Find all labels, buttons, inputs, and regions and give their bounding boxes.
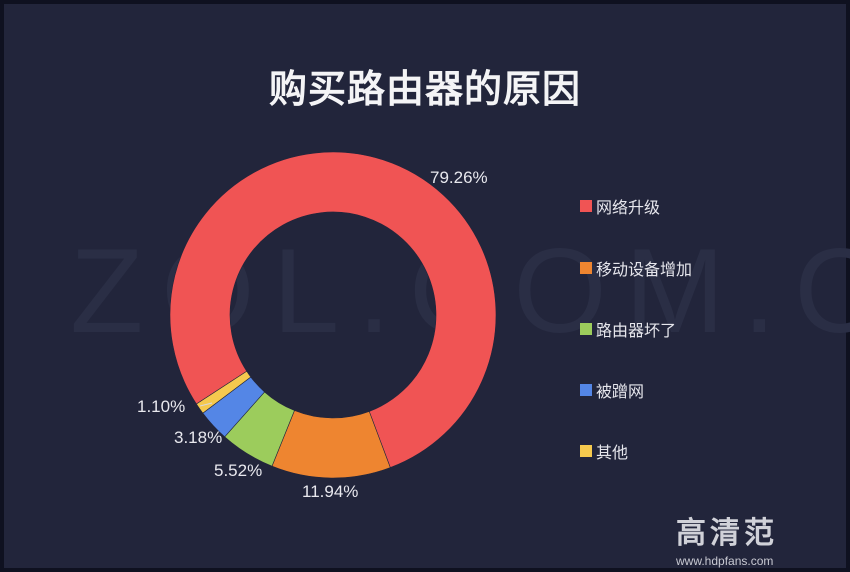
chart-frame [4,4,846,568]
legend-label: 路由器坏了 [596,321,677,340]
logo-url: www.hdpfans.com [676,554,774,568]
donut-slice[interactable] [196,370,252,414]
slice-label-router-broken: 5.52% [214,461,263,480]
swatch-icon [580,445,592,457]
logo-name: 高清范 [676,516,778,551]
swatch-icon [580,200,592,212]
slice-label-other: 1.10% [137,397,186,416]
legend-label: 网络升级 [596,198,661,217]
swatch-icon [580,384,592,396]
slice-label-mobile-devices: 11.94% [302,482,359,501]
leader-line [199,402,213,407]
legend-item-network-upgrade[interactable]: 网络升级 [580,194,660,218]
legend-label: 被蹭网 [596,382,645,401]
chart-title: 购买路由器的原因 [268,67,581,111]
swatch-icon [580,323,592,335]
slice-label-wifi-leeched: 3.18% [174,428,223,447]
legend-item-wifi-leeched[interactable]: 被蹭网 [580,378,644,402]
legend-label: 移动设备增加 [596,260,693,279]
legend-label: 其他 [596,443,629,462]
legend-item-other[interactable]: 其他 [580,439,628,463]
legend-item-router-broken[interactable]: 路由器坏了 [580,317,676,341]
legend-item-mobile-devices[interactable]: 移动设备增加 [580,256,692,280]
donut-slice[interactable] [169,151,497,468]
site-logo: 高清范 www.hdpfans.com [676,508,778,568]
swatch-icon [580,262,592,274]
slice-label-network-upgrade: 79.26% [430,168,488,187]
